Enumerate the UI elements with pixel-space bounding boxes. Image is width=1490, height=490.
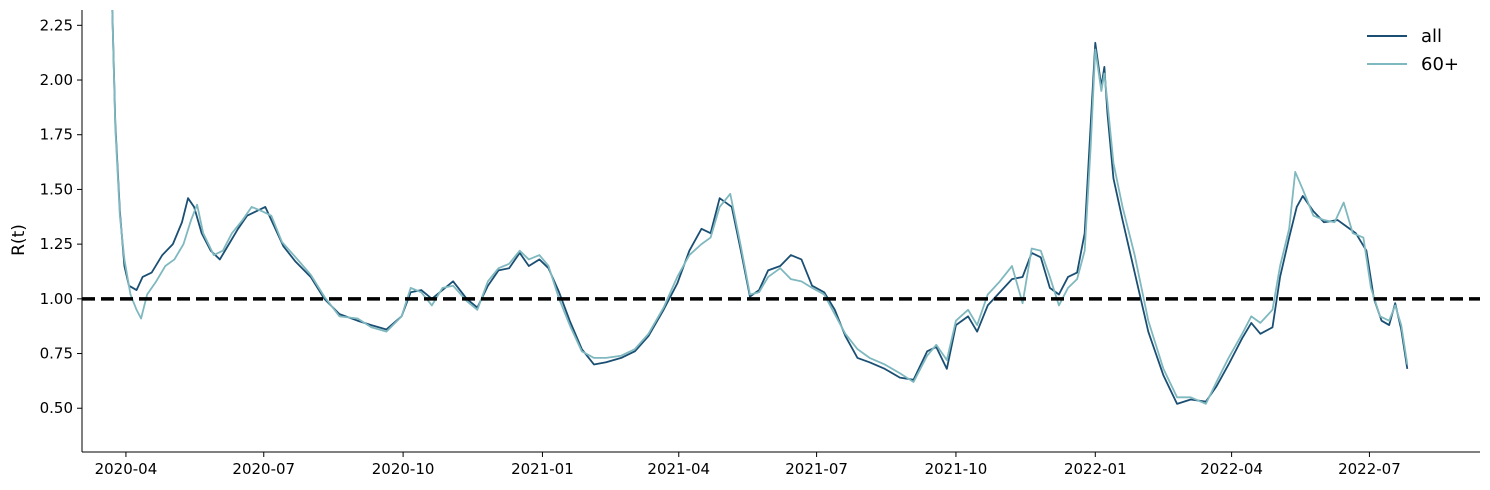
legend-label-1: 60+: [1421, 54, 1459, 75]
x-ticks: 2020-04 2020-07 2020-10 2021-01 2021-04 2021-…: [95, 452, 1401, 478]
y-tick-label: 0.75: [40, 345, 73, 363]
x-tick-label: 2021-01: [511, 460, 574, 478]
axes: 2020-04 2020-07 2020-10 2021-01 2021-04 2021-…: [40, 10, 1480, 478]
legend-label-0: all: [1421, 26, 1442, 47]
series-layer: [111, 10, 1409, 405]
y-tick-label: 1.75: [40, 126, 73, 144]
y-ticks: 0.50 0.75 1.00 1.25 1.50 1.75 2.00 2.25: [40, 16, 82, 417]
x-tick-label: 2022-04: [1200, 460, 1263, 478]
y-tick-label: 1.50: [40, 180, 73, 198]
x-tick-label: 2021-04: [647, 460, 710, 478]
x-tick-label: 2022-01: [1064, 460, 1127, 478]
legend: all 60+: [1367, 26, 1459, 75]
y-tick-label: 0.50: [40, 399, 73, 417]
y-tick-label: 2.25: [40, 16, 73, 34]
x-tick-label: 2022-07: [1338, 460, 1401, 478]
y-tick-label: 1.25: [40, 235, 73, 253]
series-line-0: [111, 10, 1409, 405]
series-line-1: [111, 10, 1409, 405]
x-tick-label: 2021-10: [925, 460, 988, 478]
x-tick-label: 2020-04: [95, 460, 158, 478]
y-tick-label: 1.00: [40, 290, 73, 308]
x-tick-label: 2020-07: [232, 460, 295, 478]
x-tick-label: 2021-07: [785, 460, 848, 478]
x-tick-label: 2020-10: [372, 460, 435, 478]
y-tick-label: 2.00: [40, 71, 73, 89]
plot-area: [82, 10, 1480, 405]
y-axis-title: R(t): [9, 224, 29, 256]
